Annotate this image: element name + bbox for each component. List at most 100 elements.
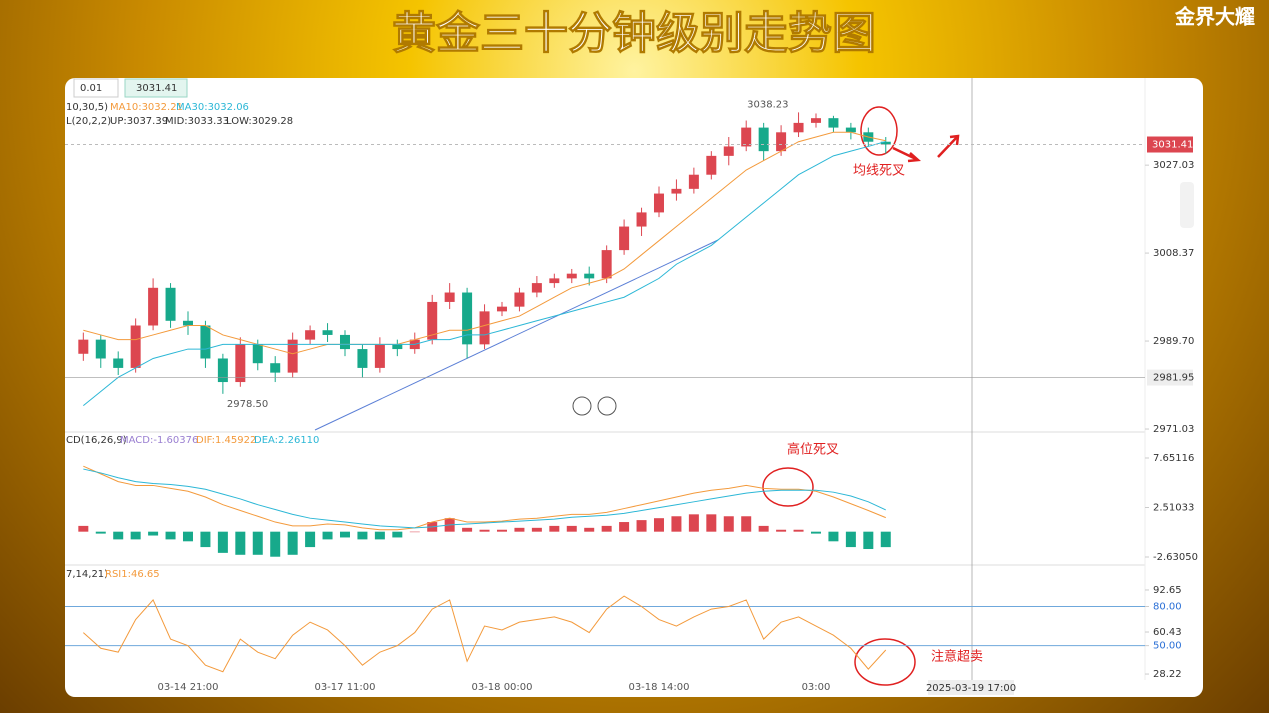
- macd-bar: [113, 531, 124, 540]
- indicator: L(20,2,2): [66, 116, 111, 127]
- candle-body: [653, 193, 664, 213]
- indicator-line: [83, 131, 886, 355]
- candle-body: [339, 334, 350, 350]
- y-tick-label: 80.00: [1153, 601, 1182, 612]
- y-tick-label: 28.22: [1153, 669, 1182, 680]
- macd-bar: [584, 527, 595, 532]
- high-label: 3038.23: [747, 99, 788, 110]
- candle-body: [148, 287, 159, 326]
- y-tick-label: 60.43: [1153, 627, 1182, 638]
- legend-entry: MACD:-1.60376: [120, 435, 198, 446]
- step-input[interactable]: [73, 78, 119, 98]
- macd-bar: [566, 525, 577, 532]
- macd-bar: [723, 516, 734, 532]
- candle-body: [357, 349, 368, 368]
- step-value: 0.01: [80, 83, 102, 94]
- candle-body: [427, 301, 438, 340]
- candle-body: [758, 127, 769, 152]
- candle-body: [584, 273, 595, 279]
- price-input[interactable]: [124, 78, 188, 98]
- title: 黄金三十分钟级别走势图: [392, 8, 876, 59]
- y-tick-label: 2971.03: [1153, 424, 1194, 435]
- annotation: 注意超卖: [931, 649, 983, 665]
- candle-body: [287, 339, 298, 373]
- macd-bar: [880, 531, 891, 548]
- macd-bar: [462, 527, 473, 532]
- macd-bar: [78, 525, 89, 532]
- candle-body: [810, 118, 821, 123]
- crosshair-tag: [1147, 369, 1193, 386]
- candle-body: [619, 226, 630, 251]
- y-tick-label: 50.00: [1153, 641, 1182, 652]
- macd-bar: [235, 531, 246, 555]
- macd-bar: [863, 531, 874, 550]
- macd-bar: [549, 525, 560, 532]
- last-price-label: 3031.41: [1152, 140, 1193, 151]
- y-tick-label: 7.65116: [1153, 453, 1194, 464]
- macd-bar: [95, 531, 106, 534]
- indicator-line: [83, 468, 886, 529]
- candle-body: [270, 363, 281, 373]
- price-value: 3031.41: [136, 83, 177, 94]
- candle-body: [130, 325, 141, 368]
- last-price-tag: [1147, 136, 1193, 153]
- candle-body: [671, 188, 682, 194]
- candle-body: [636, 212, 647, 227]
- y-tick-label: 2.51033: [1153, 502, 1194, 513]
- macd-bar: [741, 516, 752, 532]
- candle-body: [374, 344, 385, 368]
- macd-bar: [601, 525, 612, 532]
- legend-entry: MA30:3032.06: [176, 102, 249, 113]
- boll-item: MID:3033.33: [165, 116, 229, 127]
- candle-body: [322, 330, 333, 335]
- candle-body: [723, 146, 734, 156]
- macd-bar: [619, 522, 630, 532]
- boll-item: LOW:3029.28: [226, 116, 293, 127]
- macd-bar: [148, 531, 159, 536]
- prev-button[interactable]: [572, 396, 592, 416]
- candle-body: [444, 292, 455, 302]
- candle-body: [706, 155, 717, 175]
- macd-bar: [636, 520, 647, 532]
- crosshair-time: 2025-03-19 17:00: [926, 683, 1016, 694]
- macd-bar: [706, 514, 717, 532]
- x-tick-label: 03-18 00:00: [471, 682, 532, 693]
- macd-bar: [287, 531, 298, 555]
- indicator: 7,14,21): [66, 569, 108, 580]
- macd-bar: [496, 529, 507, 532]
- y-tick-label: -2.63050: [1153, 552, 1198, 563]
- candle-body: [479, 311, 490, 345]
- x-tick-label: 03:00: [802, 682, 831, 693]
- annotation: 均线死叉: [853, 164, 905, 179]
- macd-bar: [828, 531, 839, 542]
- indicator-line: [82, 595, 887, 673]
- candle-body: [462, 292, 473, 345]
- next-button[interactable]: [597, 396, 617, 416]
- macd-bar: [165, 531, 176, 540]
- candle-body: [78, 339, 89, 354]
- candle-body: [741, 127, 752, 147]
- macd-bar: [322, 531, 333, 540]
- y-tick-label: 2989.70: [1153, 336, 1194, 347]
- y-tick-label: 3008.37: [1153, 248, 1194, 259]
- candle-body: [182, 320, 193, 326]
- candle-body: [776, 132, 787, 152]
- candle-body: [496, 306, 507, 312]
- side-tab[interactable]: [1180, 182, 1194, 228]
- legend-entry: DEA:2.26110: [254, 435, 319, 446]
- macd-bar: [339, 531, 350, 538]
- candle-body: [845, 127, 856, 133]
- candle-body: [688, 174, 699, 189]
- candle-body: [531, 283, 542, 293]
- trend-line: [314, 239, 719, 431]
- circle-mark: [860, 106, 898, 156]
- macd-bar: [688, 514, 699, 532]
- candle-body: [514, 292, 525, 307]
- candle-body: [113, 358, 124, 368]
- candle-body: [880, 141, 891, 145]
- boll-item: UP:3037.39: [110, 116, 168, 127]
- indicator: 10,30,5): [66, 102, 108, 113]
- candle-body: [392, 344, 403, 350]
- crosshair-price: 2981.95: [1153, 373, 1194, 384]
- macd-bar: [182, 531, 193, 542]
